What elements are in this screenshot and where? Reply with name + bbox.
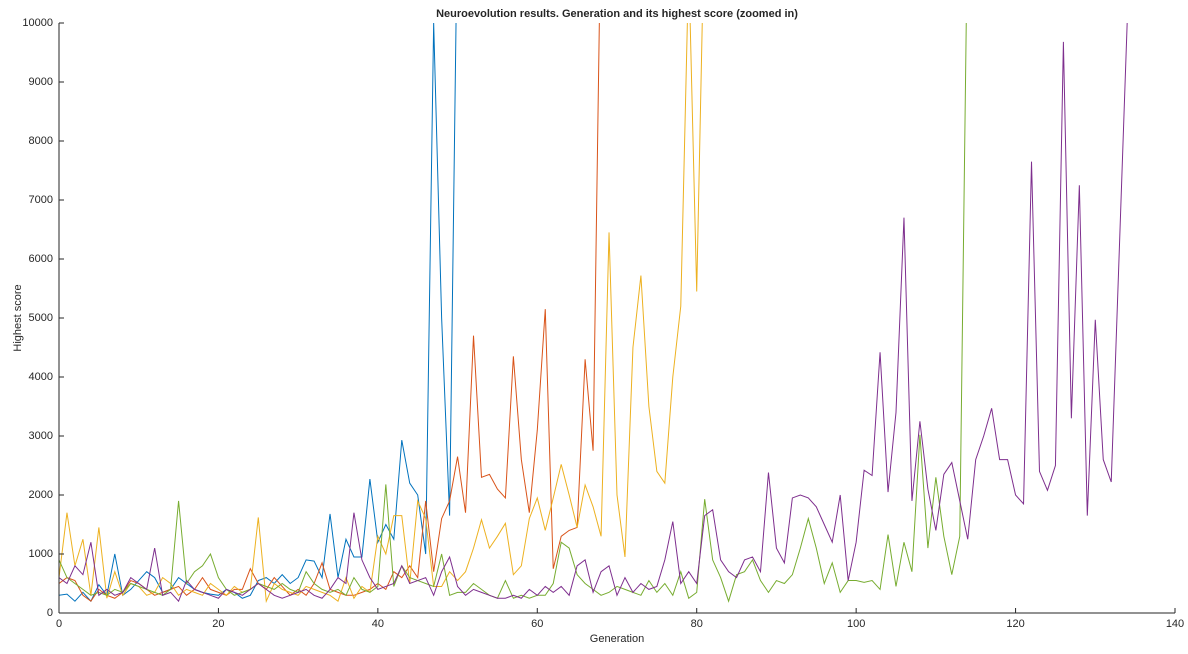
x-tick-label: 40 <box>372 618 384 630</box>
x-tick-label: 60 <box>531 618 543 630</box>
x-tick-label: 20 <box>212 618 224 630</box>
plot-area <box>59 23 1128 604</box>
y-tick-label: 10000 <box>22 17 53 29</box>
x-tick-label: 140 <box>1166 618 1184 630</box>
chart-title: Neuroevolution results. Generation and i… <box>436 8 798 20</box>
series-line <box>59 23 457 603</box>
series-line <box>59 23 703 604</box>
y-tick-label: 0 <box>47 607 53 619</box>
y-tick-label: 8000 <box>29 135 53 147</box>
y-axis-label: Highest score <box>12 284 24 351</box>
series-line <box>59 23 1128 603</box>
y-tick-label: 7000 <box>29 194 53 206</box>
x-tick-label: 120 <box>1006 618 1024 630</box>
series-line <box>59 23 600 602</box>
y-tick-label: 2000 <box>29 489 53 501</box>
y-tick-label: 9000 <box>29 76 53 88</box>
y-tick-label: 6000 <box>29 253 53 265</box>
series-line <box>59 23 967 603</box>
x-tick-label: 80 <box>691 618 703 630</box>
x-tick-label: 0 <box>56 618 62 630</box>
x-tick-label: 100 <box>847 618 865 630</box>
y-tick-label: 3000 <box>29 430 53 442</box>
y-tick-label: 5000 <box>29 312 53 324</box>
y-tick-label: 4000 <box>29 371 53 383</box>
y-tick-label: 1000 <box>29 548 53 560</box>
x-axis-label: Generation <box>590 633 644 645</box>
